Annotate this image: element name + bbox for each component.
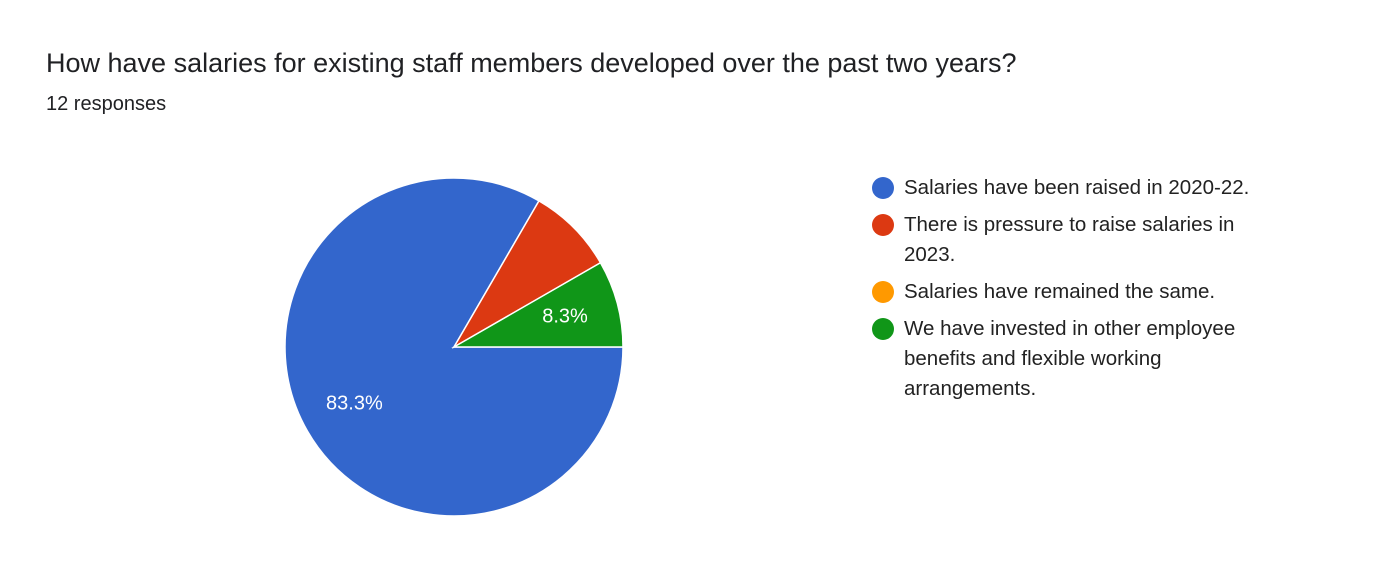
legend-item: Salaries have been raised in 2020-22. — [872, 173, 1272, 203]
legend-item: Salaries have remained the same. — [872, 277, 1272, 307]
legend-label: There is pressure to raise salaries in 2… — [904, 213, 1235, 266]
legend-swatch — [872, 214, 894, 236]
legend-item: There is pressure to raise salaries in 2… — [872, 210, 1272, 270]
legend-label: Salaries have remained the same. — [904, 280, 1216, 303]
chart-subtitle: 12 responses — [46, 93, 167, 115]
legend-swatch — [872, 281, 894, 303]
pie-area: 83.3% 8.3% — [284, 177, 624, 517]
legend-label: We have invested in other employee benef… — [904, 317, 1236, 400]
legend-item: We have invested in other employee benef… — [872, 314, 1272, 404]
data-label: 8.3% — [542, 306, 588, 328]
legend-swatch — [872, 318, 894, 340]
chart-title: How have salaries for existing staff mem… — [46, 48, 1017, 78]
pie-slice — [451, 261, 624, 348]
legend-swatch — [872, 177, 894, 199]
legend-label: Salaries have been raised in 2020-22. — [904, 176, 1250, 199]
pie-slice — [451, 199, 602, 350]
data-label: 83.3% — [326, 393, 383, 415]
legend: Salaries have been raised in 2020-22. The… — [872, 173, 1272, 411]
